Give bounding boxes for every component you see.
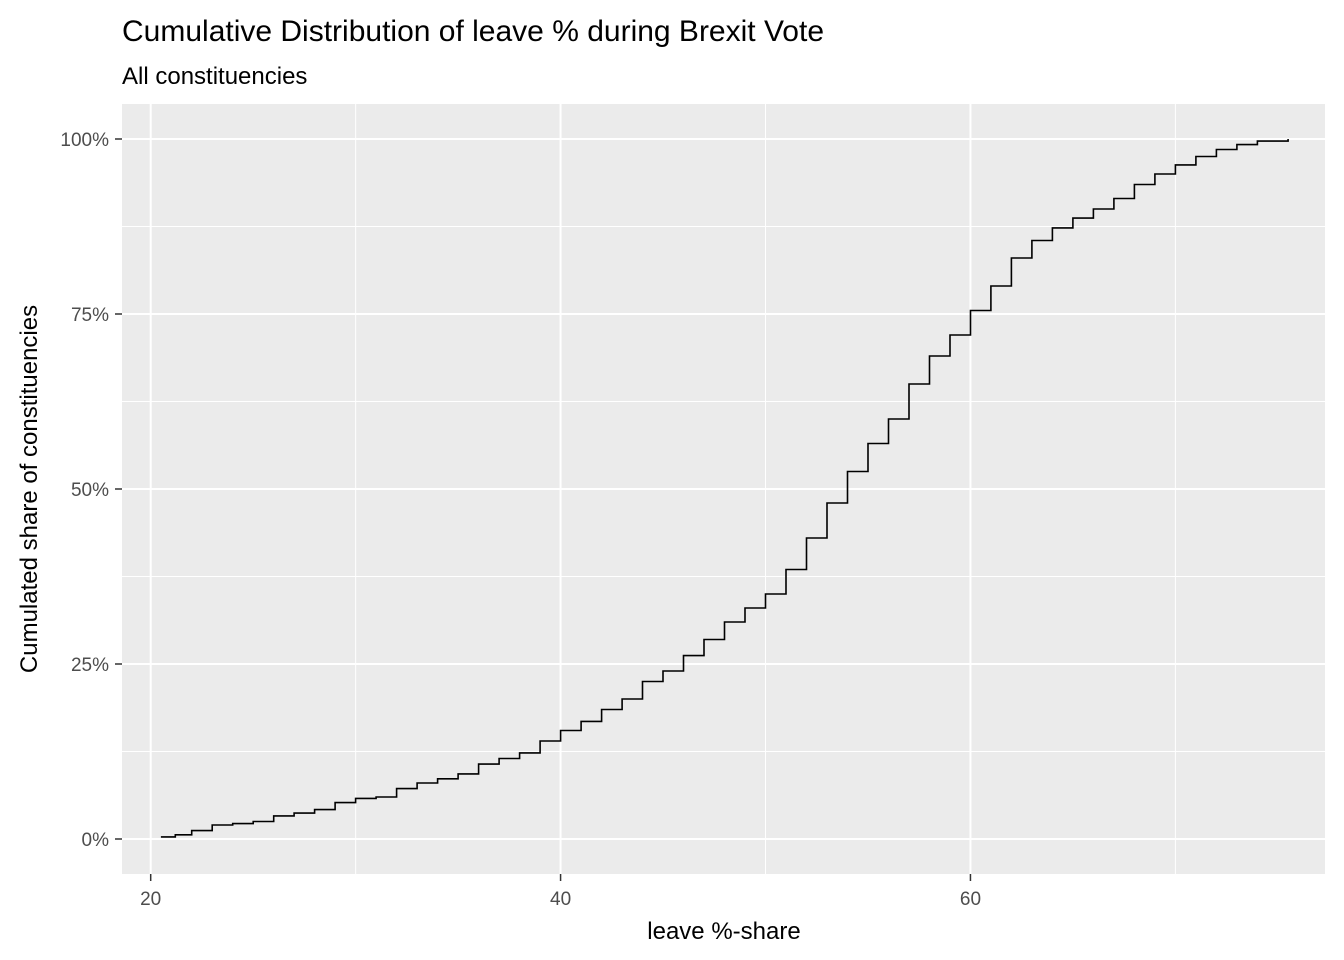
x-tick-label: 60 [960,889,981,910]
y-tick-label: 50% [71,480,109,501]
x-tick-label: 40 [550,889,571,910]
chart-title: Cumulative Distribution of leave % durin… [122,15,824,48]
y-tick-label: 100% [60,130,109,151]
ecdf-line [160,139,1289,838]
y-axis-title: Cumulated share of constituencies [16,305,43,673]
chart-subtitle: All constituencies [122,63,307,90]
x-axis-title: leave %-share [647,918,800,945]
major-gridlines [122,104,1325,874]
x-tick-label: 20 [140,889,161,910]
y-axis: 0% 25% 50% 75% 100% [60,130,122,851]
x-axis: 20 40 60 [140,874,981,910]
y-tick-label: 25% [71,655,109,676]
y-tick-label: 0% [82,830,110,851]
y-tick-label: 75% [71,305,109,326]
